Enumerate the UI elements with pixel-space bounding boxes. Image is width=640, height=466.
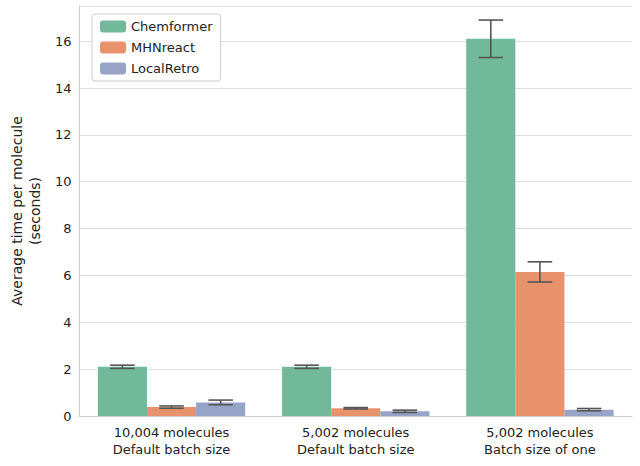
svg-text:Average time per molecule: Average time per molecule	[9, 116, 25, 306]
svg-text:Default batch size: Default batch size	[113, 442, 231, 457]
svg-text:4: 4	[63, 315, 71, 330]
svg-text:MHNreact: MHNreact	[131, 40, 195, 55]
svg-text:2: 2	[63, 362, 71, 377]
svg-text:Default batch size: Default batch size	[297, 442, 415, 457]
svg-text:10: 10	[55, 174, 72, 189]
svg-text:14: 14	[55, 81, 72, 96]
svg-text:(seconds): (seconds)	[27, 177, 43, 245]
svg-text:12: 12	[55, 127, 72, 142]
svg-text:5,002 molecules: 5,002 molecules	[486, 425, 594, 440]
svg-text:10,004 molecules: 10,004 molecules	[114, 425, 230, 440]
svg-text:0: 0	[63, 409, 71, 424]
svg-text:8: 8	[63, 221, 71, 236]
svg-text:Batch size of one: Batch size of one	[484, 442, 596, 457]
svg-text:5,002 molecules: 5,002 molecules	[302, 425, 410, 440]
svg-text:LocalRetro: LocalRetro	[131, 61, 199, 76]
svg-text:16: 16	[55, 34, 72, 49]
svg-text:6: 6	[63, 268, 71, 283]
svg-text:Chemformer: Chemformer	[131, 19, 213, 34]
